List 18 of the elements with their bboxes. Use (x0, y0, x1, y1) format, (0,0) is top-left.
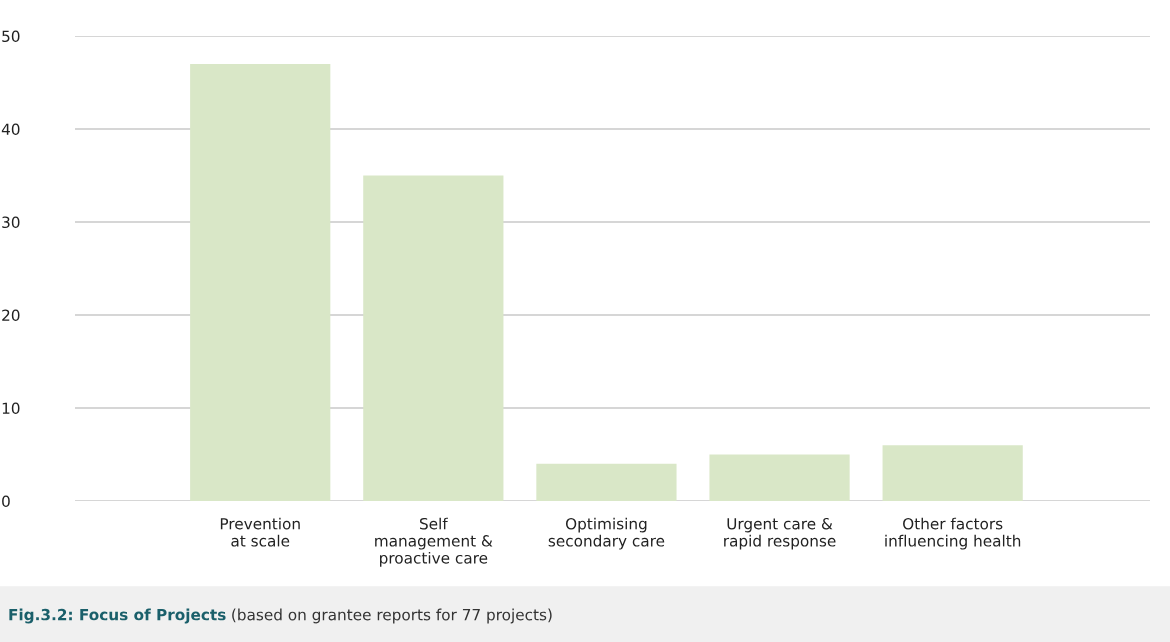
x-tick-label: Self management & proactive care (375, 517, 493, 567)
y-tick-label: 10 (2, 402, 20, 415)
y-tick-label: 30 (2, 216, 20, 229)
y-tick-label: 0 (2, 495, 10, 508)
x-tick-label: Urgent care & rapid response (724, 517, 836, 550)
y-tick-label: 40 (1, 123, 20, 136)
text: Fig.3.2: Focus of Projects (9, 608, 226, 624)
text: (based on grantee reports for 77 projects) (232, 608, 552, 624)
y-tick-label: 50 (2, 30, 20, 43)
y-tick-label: 20 (2, 309, 20, 322)
bar (536, 463, 677, 501)
bar (882, 445, 1023, 501)
bar (709, 454, 850, 501)
x-tick-label: Optimising secondary care (548, 517, 665, 550)
bar (190, 63, 331, 501)
bar (363, 175, 504, 501)
x-tick-label: Other factors influencing health (885, 517, 1021, 550)
x-tick-label: Prevention at scale (220, 517, 300, 547)
